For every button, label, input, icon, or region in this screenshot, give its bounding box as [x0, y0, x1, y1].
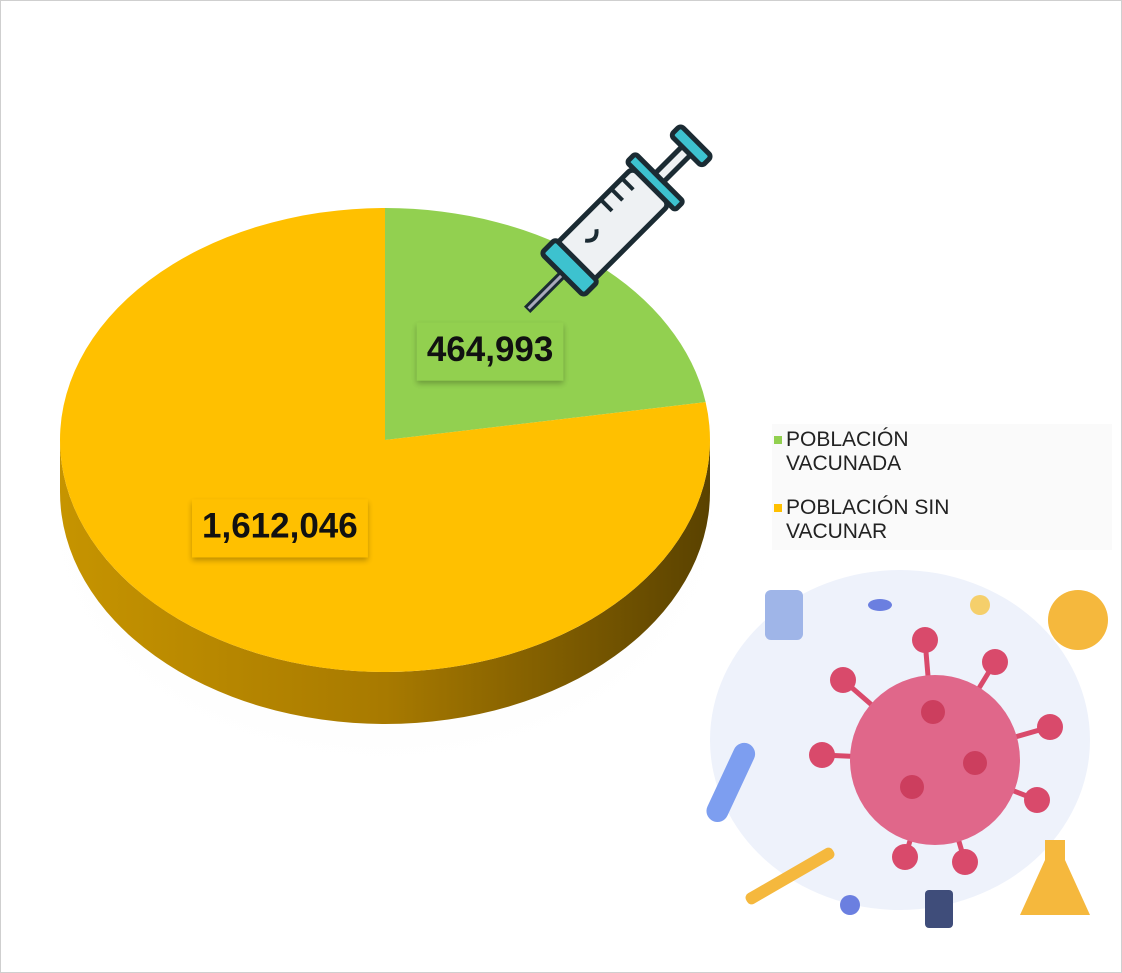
legend: POBLACIÓN VACUNADA POBLACIÓN SIN VACUNAR [772, 424, 1112, 550]
data-label: 464,993 [427, 330, 554, 369]
legend-label: POBLACIÓN VACUNADA [786, 428, 1016, 476]
legend-item: POBLACIÓN VACUNADA [772, 428, 1112, 476]
legend-swatch [774, 504, 782, 512]
virus-illustration [703, 570, 1108, 928]
data-label: 1,612,046 [202, 507, 358, 546]
legend-swatch [774, 436, 782, 444]
pie [60, 208, 710, 724]
legend-label: POBLACIÓN SIN VACUNAR [786, 496, 1016, 544]
legend-item: POBLACIÓN SIN VACUNAR [772, 496, 1112, 544]
page: 464,993 1,612,046 [0, 0, 1122, 973]
